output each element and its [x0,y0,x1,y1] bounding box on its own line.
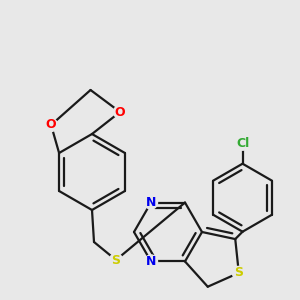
Text: O: O [46,118,56,131]
Text: Cl: Cl [236,137,249,150]
Text: O: O [115,106,125,118]
Circle shape [145,255,158,268]
Circle shape [232,266,245,279]
Circle shape [45,118,58,131]
Circle shape [113,106,127,118]
Circle shape [145,196,158,209]
Text: N: N [146,255,156,268]
Circle shape [236,137,249,150]
Text: N: N [146,196,156,209]
Circle shape [110,254,122,266]
Text: S: S [234,266,243,279]
Text: S: S [112,254,121,266]
